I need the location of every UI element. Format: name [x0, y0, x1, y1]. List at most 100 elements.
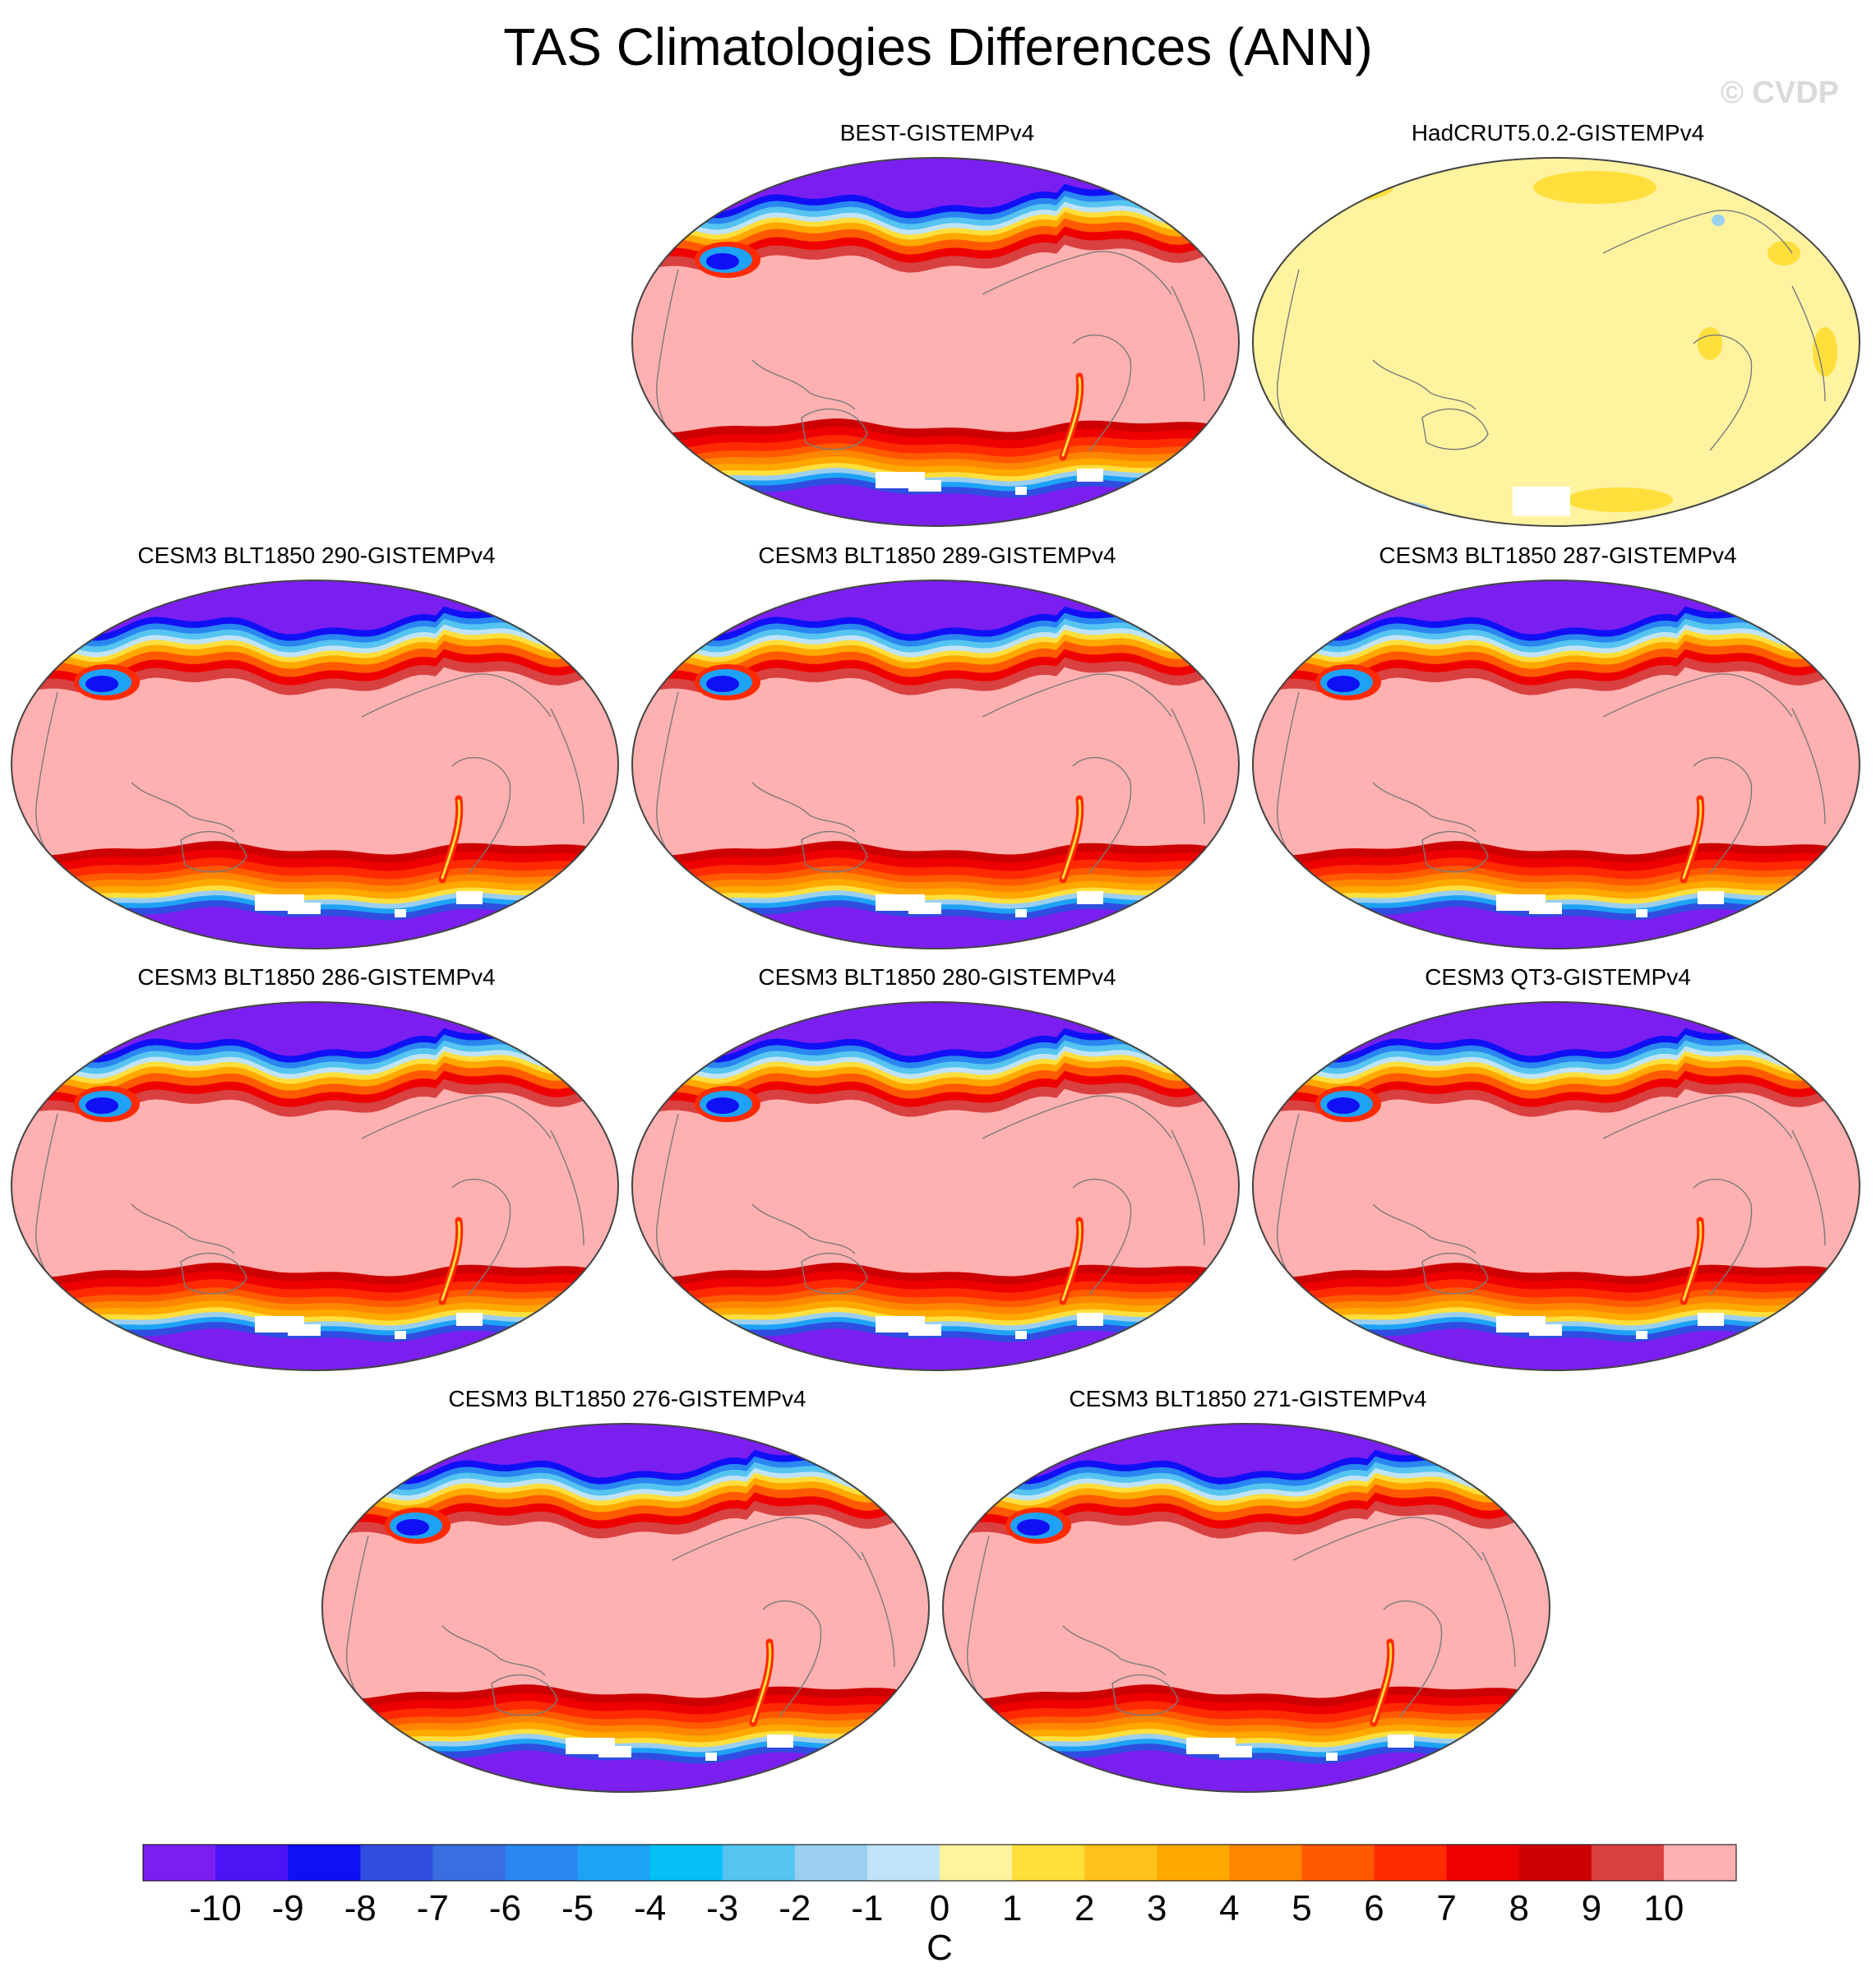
coastline-4 — [967, 1535, 990, 1709]
colorbar-box-7 — [649, 1845, 723, 1881]
coastline-2 — [1372, 359, 1476, 410]
warm-patch-3 — [1698, 327, 1722, 360]
missing-data-2 — [1388, 1734, 1414, 1748]
map-boundary — [942, 1423, 1550, 1793]
coastline-1 — [762, 1600, 822, 1717]
map-boundary — [631, 580, 1240, 949]
colorbar-tick-label: -10 — [189, 1888, 242, 1928]
colorbar-box-18 — [1446, 1845, 1520, 1881]
colorbar-box-5 — [505, 1845, 579, 1881]
missing-data-2 — [767, 1734, 793, 1748]
watermark: © CVDP — [1720, 76, 1839, 110]
missing-data-3 — [1326, 1753, 1338, 1761]
coastline-3 — [1421, 1252, 1489, 1295]
coastline-1 — [1693, 1178, 1753, 1296]
missing-data-3 — [1636, 909, 1647, 917]
colorbar-box-0 — [143, 1845, 216, 1881]
map-boundary — [1252, 157, 1860, 527]
coastline-3 — [801, 408, 868, 450]
map-panel-6: CESM3 BLT1850 286-GISTEMPv4 — [8, 964, 625, 1375]
plateau-core — [706, 253, 739, 270]
missing-data-2 — [1077, 1313, 1103, 1326]
colorbar-box-3 — [360, 1845, 433, 1881]
missing-data-3 — [1636, 1331, 1647, 1339]
colorbar-tick-label: -3 — [706, 1888, 738, 1928]
panel-title: CESM3 BLT1850 271-GISTEMPv4 — [1069, 1386, 1427, 1411]
coastline-1 — [1383, 1600, 1443, 1717]
map-plot — [11, 580, 619, 949]
coastline-5 — [861, 1551, 895, 1668]
coastline-0 — [1602, 1095, 1793, 1139]
coastline-4 — [346, 1535, 369, 1709]
missing-data-1 — [908, 903, 941, 914]
andes-core — [751, 1642, 772, 1723]
coastline-5 — [1171, 285, 1205, 402]
plateau-core — [706, 1097, 739, 1114]
coastline-3 — [1421, 830, 1489, 873]
map-panel-8: CESM3 QT3-GISTEMPv4 — [1250, 964, 1866, 1375]
coastline-1 — [1072, 756, 1132, 874]
plateau-core — [1327, 676, 1360, 692]
coastline-4 — [35, 1113, 58, 1287]
colorbar-tick-label: -1 — [851, 1888, 883, 1928]
coastline-4 — [1277, 1113, 1300, 1287]
colorbar-tick-label: -5 — [561, 1888, 594, 1928]
coastline-2 — [751, 359, 856, 410]
field-fill-small — [1253, 158, 1860, 526]
colorbar-tick-label: 10 — [1643, 1888, 1684, 1928]
coastline-4 — [656, 269, 679, 443]
coastline-0 — [982, 1095, 1172, 1139]
colorbar-tick-label: 2 — [1074, 1888, 1094, 1928]
coastline-5 — [1171, 1129, 1205, 1246]
field — [1253, 158, 1860, 526]
andes-core — [1061, 376, 1082, 457]
northern-band-9 — [1253, 1002, 1860, 1056]
warm-patch-0 — [1287, 173, 1393, 202]
coastline-1 — [1693, 756, 1753, 874]
coastline-3 — [801, 830, 868, 873]
coastline-3 — [180, 1252, 247, 1295]
missing-data-2 — [456, 1313, 483, 1326]
plateau-core — [85, 676, 118, 692]
panel-title: CESM3 BLT1850 280-GISTEMPv4 — [758, 964, 1116, 990]
andes-core — [1372, 1642, 1393, 1723]
northern-band-9 — [632, 1002, 1239, 1056]
plateau-core — [1017, 1519, 1050, 1536]
coastline-5 — [1791, 708, 1826, 824]
colorbar-box-17 — [1374, 1845, 1448, 1881]
map-plot — [631, 580, 1240, 949]
map-plot — [11, 1001, 619, 1371]
missing-data-1 — [908, 1324, 941, 1336]
missing-data-1 — [1710, 500, 1759, 524]
cool-patch-1 — [1759, 507, 1792, 517]
coastline-5 — [1171, 708, 1205, 824]
map-plot — [1252, 580, 1860, 949]
warm-patch-2 — [1767, 241, 1800, 266]
coastline-2 — [131, 1203, 235, 1254]
colorbar-box-4 — [432, 1845, 506, 1881]
coastline-2 — [751, 1203, 856, 1254]
warm-patch-4 — [1813, 327, 1837, 376]
plateau-core — [706, 676, 739, 692]
colorbar-tick-label: 3 — [1147, 1888, 1167, 1928]
missing-data-1 — [288, 903, 321, 914]
coastline-1 — [1072, 334, 1132, 451]
missing-data-3 — [1015, 909, 1027, 917]
coastline-5 — [550, 1129, 585, 1246]
missing-data-3 — [1015, 1331, 1027, 1339]
warm-patch-5 — [1566, 487, 1673, 512]
missing-data-2 — [456, 891, 483, 904]
coastline-4 — [1277, 691, 1300, 866]
coastline-3 — [180, 830, 247, 873]
panel-title: CESM3 BLT1850 286-GISTEMPv4 — [137, 964, 496, 990]
map-panel-1: BEST-GISTEMPv4 — [629, 120, 1245, 531]
missing-data-2 — [1077, 469, 1103, 482]
missing-data-3 — [1015, 487, 1027, 495]
andes-core — [1061, 1221, 1082, 1301]
colorbar-tick-label: -6 — [489, 1888, 521, 1928]
coastline-1 — [451, 756, 511, 874]
map-panel-10: CESM3 BLT1850 271-GISTEMPv4 — [940, 1386, 1556, 1797]
chart-title: TAS Climatologies Differences (ANN) — [503, 17, 1373, 76]
colorbar-box-15 — [1229, 1845, 1302, 1881]
panel-title: BEST-GISTEMPv4 — [839, 120, 1035, 145]
